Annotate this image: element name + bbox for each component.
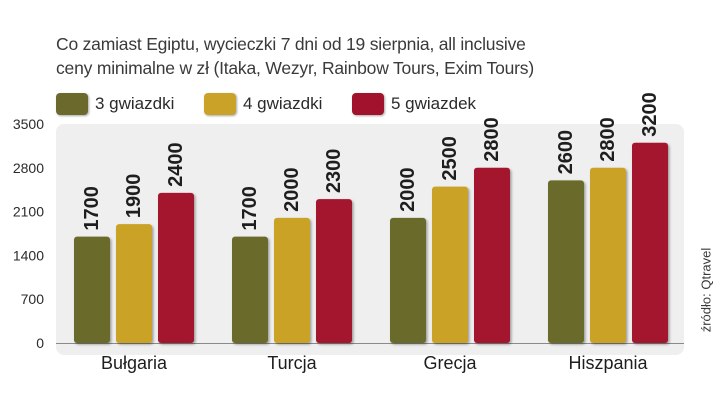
y-tick-label: 2100 [13, 204, 44, 220]
data-label-hiszpania-5-gwiazdek: 3200 [639, 92, 661, 137]
bar-turcja-3-gwiazdki [232, 236, 268, 343]
legend-item-4-gwiazdki: 4 gwiazdki [204, 92, 322, 116]
y-tick-label: 700 [21, 291, 45, 307]
legend-label-4-gwiazdki: 4 gwiazdki [243, 94, 323, 113]
bar-grecja-4-gwiazdki [432, 186, 468, 343]
bar-bulgaria-5-gwiazdek [158, 192, 194, 343]
legend-swatch-5-gwiazdek [352, 93, 384, 115]
data-label-hiszpania-3-gwiazdki: 2600 [555, 130, 577, 175]
x-category-label-turcja: Turcja [267, 353, 317, 373]
legend-item-3-gwiazdki: 3 gwiazdki [56, 92, 174, 116]
data-label-grecja-3-gwiazdki: 2000 [397, 167, 419, 212]
data-label-grecja-4-gwiazdki: 2500 [439, 136, 461, 181]
data-label-turcja-5-gwiazdek: 2300 [323, 149, 345, 194]
chart-title-line-1: Co zamiast Egiptu, wycieczki 7 dni od 19… [56, 34, 526, 54]
legend-swatch-3-gwiazdki [56, 93, 88, 115]
y-tick-label: 2800 [13, 160, 44, 176]
source-note: źródło: Qtravel [698, 247, 714, 333]
x-category-label-hiszpania: Hiszpania [568, 353, 648, 373]
bar-turcja-5-gwiazdek [316, 199, 352, 343]
legend-swatch-4-gwiazdki [204, 93, 236, 115]
y-tick-label: 0 [36, 335, 44, 351]
bar-bulgaria-3-gwiazdki [74, 236, 110, 343]
data-label-bulgaria-4-gwiazdki: 1900 [123, 174, 145, 219]
data-label-turcja-3-gwiazdki: 1700 [239, 186, 261, 231]
bar-hiszpania-5-gwiazdek [632, 142, 668, 343]
data-label-turcja-4-gwiazdki: 2000 [281, 167, 303, 212]
data-label-grecja-5-gwiazdek: 2800 [481, 117, 503, 162]
bar-hiszpania-3-gwiazdki [548, 180, 584, 343]
x-category-label-bulgaria: Bułgaria [101, 353, 168, 373]
bar-turcja-4-gwiazdki [274, 217, 310, 343]
data-label-bulgaria-3-gwiazdki: 1700 [81, 186, 103, 231]
x-category-label-grecja: Grecja [423, 353, 477, 373]
chart-title-line-2: ceny minimalne w zł (Itaka, Wezyr, Rainb… [56, 58, 534, 78]
data-label-bulgaria-5-gwiazdek: 2400 [165, 142, 187, 187]
y-tick-label: 3500 [13, 116, 44, 132]
bar-grecja-3-gwiazdki [390, 217, 426, 343]
bar-bulgaria-4-gwiazdki [116, 224, 152, 343]
bar-grecja-5-gwiazdek [474, 167, 510, 343]
plot-background [56, 124, 684, 355]
bar-hiszpania-4-gwiazdki [590, 167, 626, 343]
data-label-hiszpania-4-gwiazdki: 2800 [597, 117, 619, 162]
legend-label-5-gwiazdek: 5 gwiazdek [391, 94, 477, 113]
legend-item-5-gwiazdek: 5 gwiazdek [352, 92, 476, 116]
y-tick-label: 1400 [13, 247, 44, 263]
legend-label-3-gwiazdki: 3 gwiazdki [95, 94, 175, 113]
